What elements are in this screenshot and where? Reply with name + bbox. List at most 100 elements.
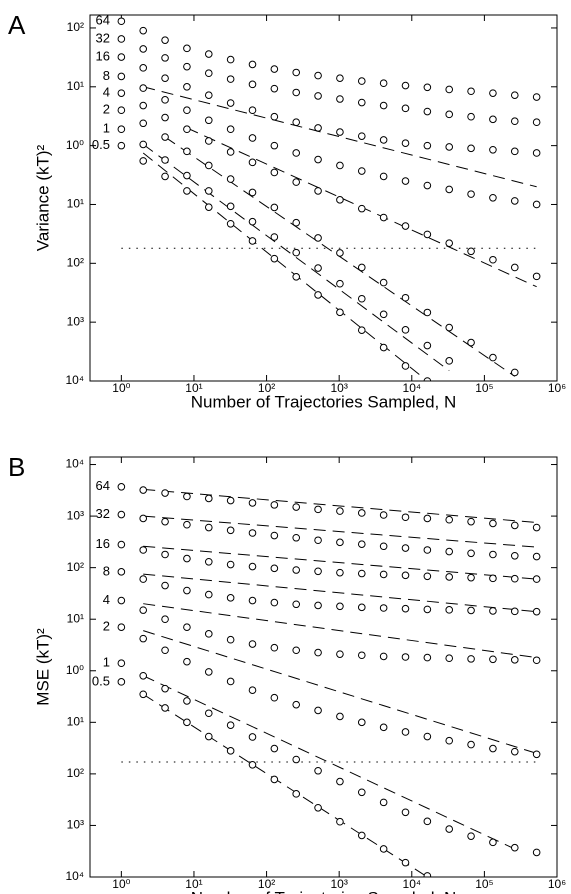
data-point (226, 747, 235, 755)
data-point (292, 503, 301, 511)
data-point (379, 542, 388, 551)
data-point (183, 586, 191, 595)
data-point (226, 635, 235, 644)
data-point (445, 573, 454, 581)
data-point (270, 233, 279, 241)
data-point (292, 118, 301, 127)
data-point (357, 77, 366, 85)
data-point (204, 161, 213, 170)
data-point (117, 482, 126, 491)
data-point (489, 519, 497, 528)
data-point (357, 603, 366, 612)
data-point (423, 546, 432, 554)
data-point (117, 596, 126, 605)
plot-area (117, 482, 541, 877)
panel-letter: A (8, 10, 26, 40)
data-point (357, 294, 366, 303)
data-point (292, 218, 301, 227)
data-point (204, 732, 213, 741)
fit-line (143, 603, 537, 659)
data-point (204, 494, 213, 503)
data-point (226, 560, 235, 569)
data-point (161, 581, 169, 590)
data-point (489, 655, 497, 664)
data-point (248, 686, 257, 694)
data-point (204, 50, 213, 58)
data-point (467, 606, 475, 615)
data-point (117, 659, 126, 668)
data-point (401, 544, 410, 552)
data-point (117, 540, 126, 549)
data-point (270, 254, 279, 263)
fit-line (142, 675, 515, 850)
data-point (183, 718, 191, 727)
data-point (510, 656, 519, 664)
data-point (489, 744, 497, 753)
data-point (423, 653, 432, 662)
data-point (183, 106, 191, 115)
data-point (445, 323, 454, 332)
data-point (489, 353, 497, 362)
data-point (510, 368, 519, 377)
data-point (510, 91, 519, 99)
data-point (510, 747, 519, 756)
data-point (379, 278, 388, 287)
data-point (117, 72, 126, 81)
data-point (357, 540, 366, 548)
y-tick-label: 10² (67, 560, 84, 574)
x-tick-label: 10⁰ (112, 877, 130, 891)
data-point (445, 547, 454, 556)
data-point (248, 217, 257, 226)
data-point (204, 187, 213, 195)
data-point (248, 188, 257, 197)
data-point (401, 604, 410, 613)
data-point (139, 671, 148, 680)
data-point (183, 82, 191, 91)
data-point (248, 529, 257, 537)
data-point (204, 668, 213, 676)
data-point (423, 817, 432, 826)
fit-line (142, 143, 450, 372)
data-point (423, 230, 432, 239)
data-point (467, 740, 475, 749)
data-point (183, 125, 191, 134)
data-point (314, 264, 322, 272)
data-point (183, 187, 191, 195)
data-point (379, 213, 388, 222)
data-point (401, 177, 410, 185)
data-point (445, 110, 454, 119)
data-point (379, 136, 388, 144)
data-point (379, 511, 388, 519)
data-point (292, 755, 301, 764)
data-point (314, 234, 322, 242)
data-point (161, 489, 169, 497)
data-point (204, 137, 213, 145)
data-point (270, 693, 279, 702)
data-point (357, 326, 366, 335)
data-point (292, 600, 301, 609)
data-point (248, 761, 257, 769)
fit-line (143, 488, 537, 524)
data-point (423, 308, 432, 317)
data-point (510, 263, 519, 272)
data-point (270, 744, 279, 753)
data-point (204, 91, 213, 99)
data-point (183, 147, 191, 156)
data-point (467, 832, 475, 840)
data-point (423, 605, 432, 614)
data-point (510, 117, 519, 126)
data-point (161, 113, 169, 122)
data-point (117, 623, 126, 631)
data-point (248, 733, 257, 741)
panel-0: A Number of Trajectories Sampled, N Varian… (8, 10, 566, 412)
series-label: 2 (103, 619, 110, 634)
data-point (467, 549, 475, 558)
y-tick-label: 10³ (67, 508, 84, 522)
data-point (423, 872, 432, 877)
data-point (226, 594, 235, 602)
y-tick-label: 10¹ (67, 79, 84, 93)
data-point (510, 551, 519, 560)
data-point (357, 263, 366, 272)
data-point (270, 112, 279, 121)
